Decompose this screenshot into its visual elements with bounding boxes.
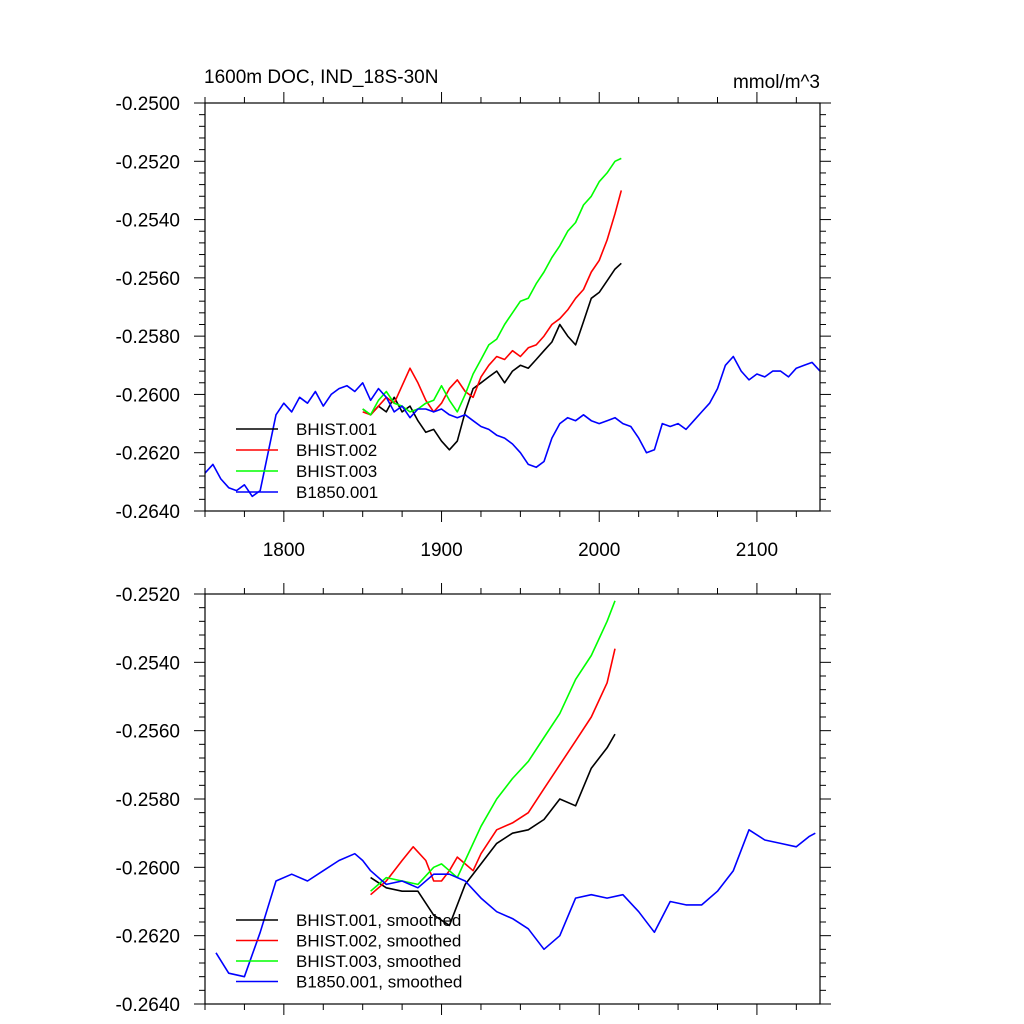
y-tick-label: -0.2500 bbox=[116, 94, 180, 115]
legend-label: BHIST.003 bbox=[296, 462, 377, 481]
x-tick-label: 1800 bbox=[263, 540, 305, 561]
y-tick-label: -0.2600 bbox=[116, 385, 180, 406]
y-tick-label: -0.2540 bbox=[116, 653, 180, 674]
plot-frame bbox=[204, 102, 821, 512]
legend-label: BHIST.002, smoothed bbox=[296, 932, 461, 951]
legend-label: B1850.001, smoothed bbox=[296, 973, 462, 992]
panel-title: 1600m DOC, IND_18S-30N bbox=[204, 67, 438, 88]
y-tick-label: -0.2580 bbox=[116, 790, 180, 811]
legend-label: BHIST.003, smoothed bbox=[296, 952, 461, 971]
y-tick-label: -0.2600 bbox=[116, 858, 180, 879]
series-line-2 bbox=[362, 190, 623, 416]
y-tick-label: -0.2520 bbox=[116, 152, 180, 173]
series-line-4 bbox=[215, 828, 816, 978]
y-tick-label: -0.2620 bbox=[116, 444, 180, 465]
y-tick-label: -0.2580 bbox=[116, 327, 180, 348]
series-line-4 bbox=[205, 355, 820, 498]
legend-label: BHIST.001 bbox=[296, 420, 377, 439]
x-tick-label: 1900 bbox=[420, 540, 462, 561]
series-line-3 bbox=[370, 600, 616, 892]
legend-label: BHIST.002 bbox=[296, 441, 377, 460]
y-tick-label: -0.2640 bbox=[116, 502, 180, 523]
y-tick-label: -0.2560 bbox=[116, 269, 180, 290]
y-tick-label: -0.2540 bbox=[116, 211, 180, 232]
x-tick-label: 2100 bbox=[736, 540, 778, 561]
legend-label: B1850.001 bbox=[296, 483, 378, 502]
y-tick-label: -0.2640 bbox=[116, 995, 180, 1016]
top-panel: -0.2500 -0.2520 -0.2540 -0.2560 -0.2580 -0.26… bbox=[116, 92, 831, 561]
series-line-1 bbox=[370, 733, 616, 927]
x-tick-label: 2000 bbox=[578, 540, 620, 561]
series-line-3 bbox=[362, 157, 622, 416]
bottom-panel: -0.2520 -0.2540 -0.2560 -0.2580 -0.2600 -0.26… bbox=[116, 583, 831, 1016]
y-tick-label: -0.2620 bbox=[116, 927, 180, 948]
series-line-2 bbox=[370, 648, 616, 896]
y-tick-label: -0.2520 bbox=[116, 585, 180, 606]
legend-label: BHIST.001, smoothed bbox=[296, 911, 461, 930]
units-label: mmol/m^3 bbox=[733, 72, 820, 93]
y-tick-label: -0.2560 bbox=[116, 722, 180, 743]
